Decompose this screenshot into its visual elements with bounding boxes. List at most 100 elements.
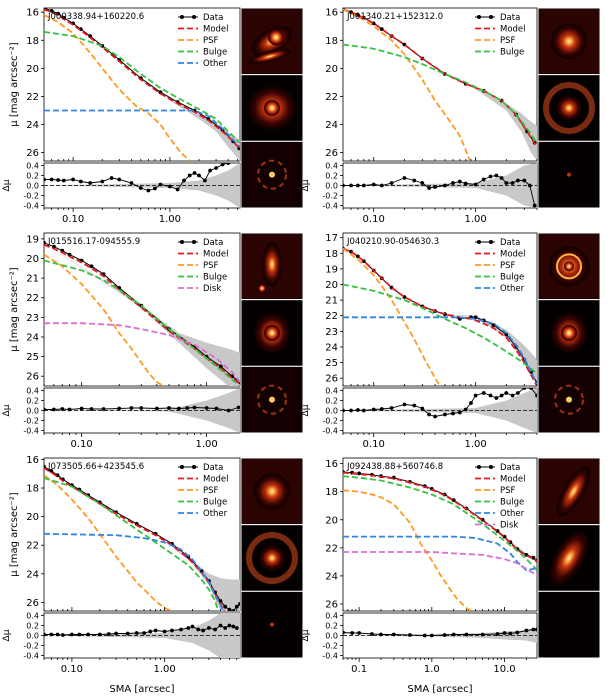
residual-point [427, 186, 431, 190]
residual-point [379, 632, 383, 637]
residual-point [220, 163, 225, 167]
residual-point [516, 178, 520, 183]
y-tick-label: 24 [26, 120, 39, 131]
residual-point [162, 629, 167, 634]
legend-label: PSF [500, 261, 516, 271]
thumbnail-point-image [537, 7, 601, 76]
y-tick-label: 25 [325, 358, 338, 369]
resid-axis-label: Δμ [2, 179, 12, 191]
y-tick-label: 18 [26, 36, 39, 47]
y-tick-label: 21 [325, 296, 338, 307]
residual-point [422, 633, 427, 638]
x-tick-label: 0.10 [363, 214, 385, 225]
thumbnail-point-image [240, 457, 304, 526]
thumb-glow [269, 396, 275, 403]
residual-point [226, 408, 231, 413]
series-line-data [44, 466, 240, 611]
subplot-5: 16 18 20 22 24 26 J073505.66+423545.6 Data Model… [2, 455, 304, 675]
residual-point [114, 631, 118, 636]
residual-point [361, 408, 366, 413]
legend-label: Bulge [500, 273, 524, 283]
residual-point [420, 406, 425, 411]
residual-point [134, 631, 139, 635]
resid-y-tick-label: -0.4 [23, 427, 39, 436]
main-axes [342, 232, 538, 387]
legend-entry-data: Data [475, 463, 520, 473]
data-point [234, 604, 239, 609]
legend-entry-data: Data [475, 238, 520, 248]
y-tick-label: 16 [325, 459, 338, 470]
residual-point [61, 633, 65, 637]
y-tick-label: 26 [325, 148, 338, 159]
series-line-model [343, 247, 537, 386]
resid-axis-label: Δμ [301, 179, 311, 191]
residual-point [234, 626, 239, 630]
thumb-glow [557, 466, 590, 517]
subplot-6: 16 18 20 22 24 26 J092438.88+560746.8 Data Model… [301, 457, 601, 675]
resid-y-tick-label: -0.2 [322, 417, 338, 426]
series-line-model [44, 243, 240, 385]
y-axis-label: μ [mag arcsec⁻²] [9, 42, 20, 127]
thumb-ring [257, 159, 287, 190]
y-tick-label: 24 [325, 342, 338, 353]
residual-point [495, 632, 500, 636]
thumb-glow [270, 622, 274, 627]
panel-title: J001340.21+152312.0 [346, 12, 443, 22]
thumb-glow [566, 396, 572, 403]
legend-entry-psf: PSF [178, 261, 219, 271]
residual-point [125, 631, 130, 636]
residual-point [457, 410, 462, 415]
residual-point [49, 632, 54, 637]
resid-y-tick-label: 0.0 [26, 182, 39, 191]
residual-point [524, 628, 529, 633]
residual-point [499, 393, 504, 398]
residual-point [158, 182, 163, 187]
residual-point [412, 403, 417, 408]
resid-y-tick-label: 0.0 [325, 182, 338, 191]
y-tick-label: 16 [325, 8, 338, 19]
thumbnail-ring-image [537, 232, 601, 301]
y-tick-label: 20 [26, 64, 39, 75]
residual-point [389, 181, 394, 185]
residual-point [186, 626, 191, 630]
residual-point [177, 406, 181, 411]
y-tick-label: 26 [26, 372, 39, 383]
residual-point [56, 178, 60, 182]
legend-label: Disk [203, 284, 221, 294]
residual-point [504, 181, 509, 185]
series-line-model [44, 8, 240, 149]
residual-point [522, 178, 527, 183]
residual-point [226, 163, 231, 165]
legend-label: Bulge [203, 498, 227, 508]
series-line-bulge [343, 43, 537, 144]
residual-point [117, 177, 122, 182]
legend-label: PSF [500, 36, 516, 46]
legend-label: Bulge [203, 273, 227, 283]
residual-point [55, 632, 60, 637]
legend-label: Data [500, 13, 520, 23]
thumbnail-compact-image [240, 299, 304, 367]
residual-point [379, 407, 384, 411]
residual-point [391, 632, 396, 637]
residual-point [203, 178, 207, 183]
residual-point [473, 182, 478, 187]
y-tick-label: 18 [325, 36, 338, 47]
residual-point [480, 632, 485, 637]
resid-axis-label: Δμ [301, 629, 311, 641]
legend-marker [192, 240, 196, 244]
residual-point [49, 177, 54, 182]
resid-y-tick-label: 0.4 [26, 387, 39, 396]
residual-point [227, 623, 232, 628]
subplot-2: 16 18 20 22 24 26 J001340.21+152312.0 Data Model… [301, 7, 601, 225]
residual-point [44, 632, 46, 637]
residual-point [187, 173, 192, 178]
y-tick-label: 24 [325, 120, 338, 131]
residual-point [532, 203, 537, 208]
series-line-psf [44, 474, 173, 611]
residual-point [481, 391, 486, 395]
thumb-glow [269, 171, 275, 178]
main-axes [342, 457, 538, 612]
x-tick-label: 1.00 [159, 214, 181, 225]
thumbnail-ringmodel-image [537, 74, 601, 142]
thumb-glow [262, 242, 282, 287]
